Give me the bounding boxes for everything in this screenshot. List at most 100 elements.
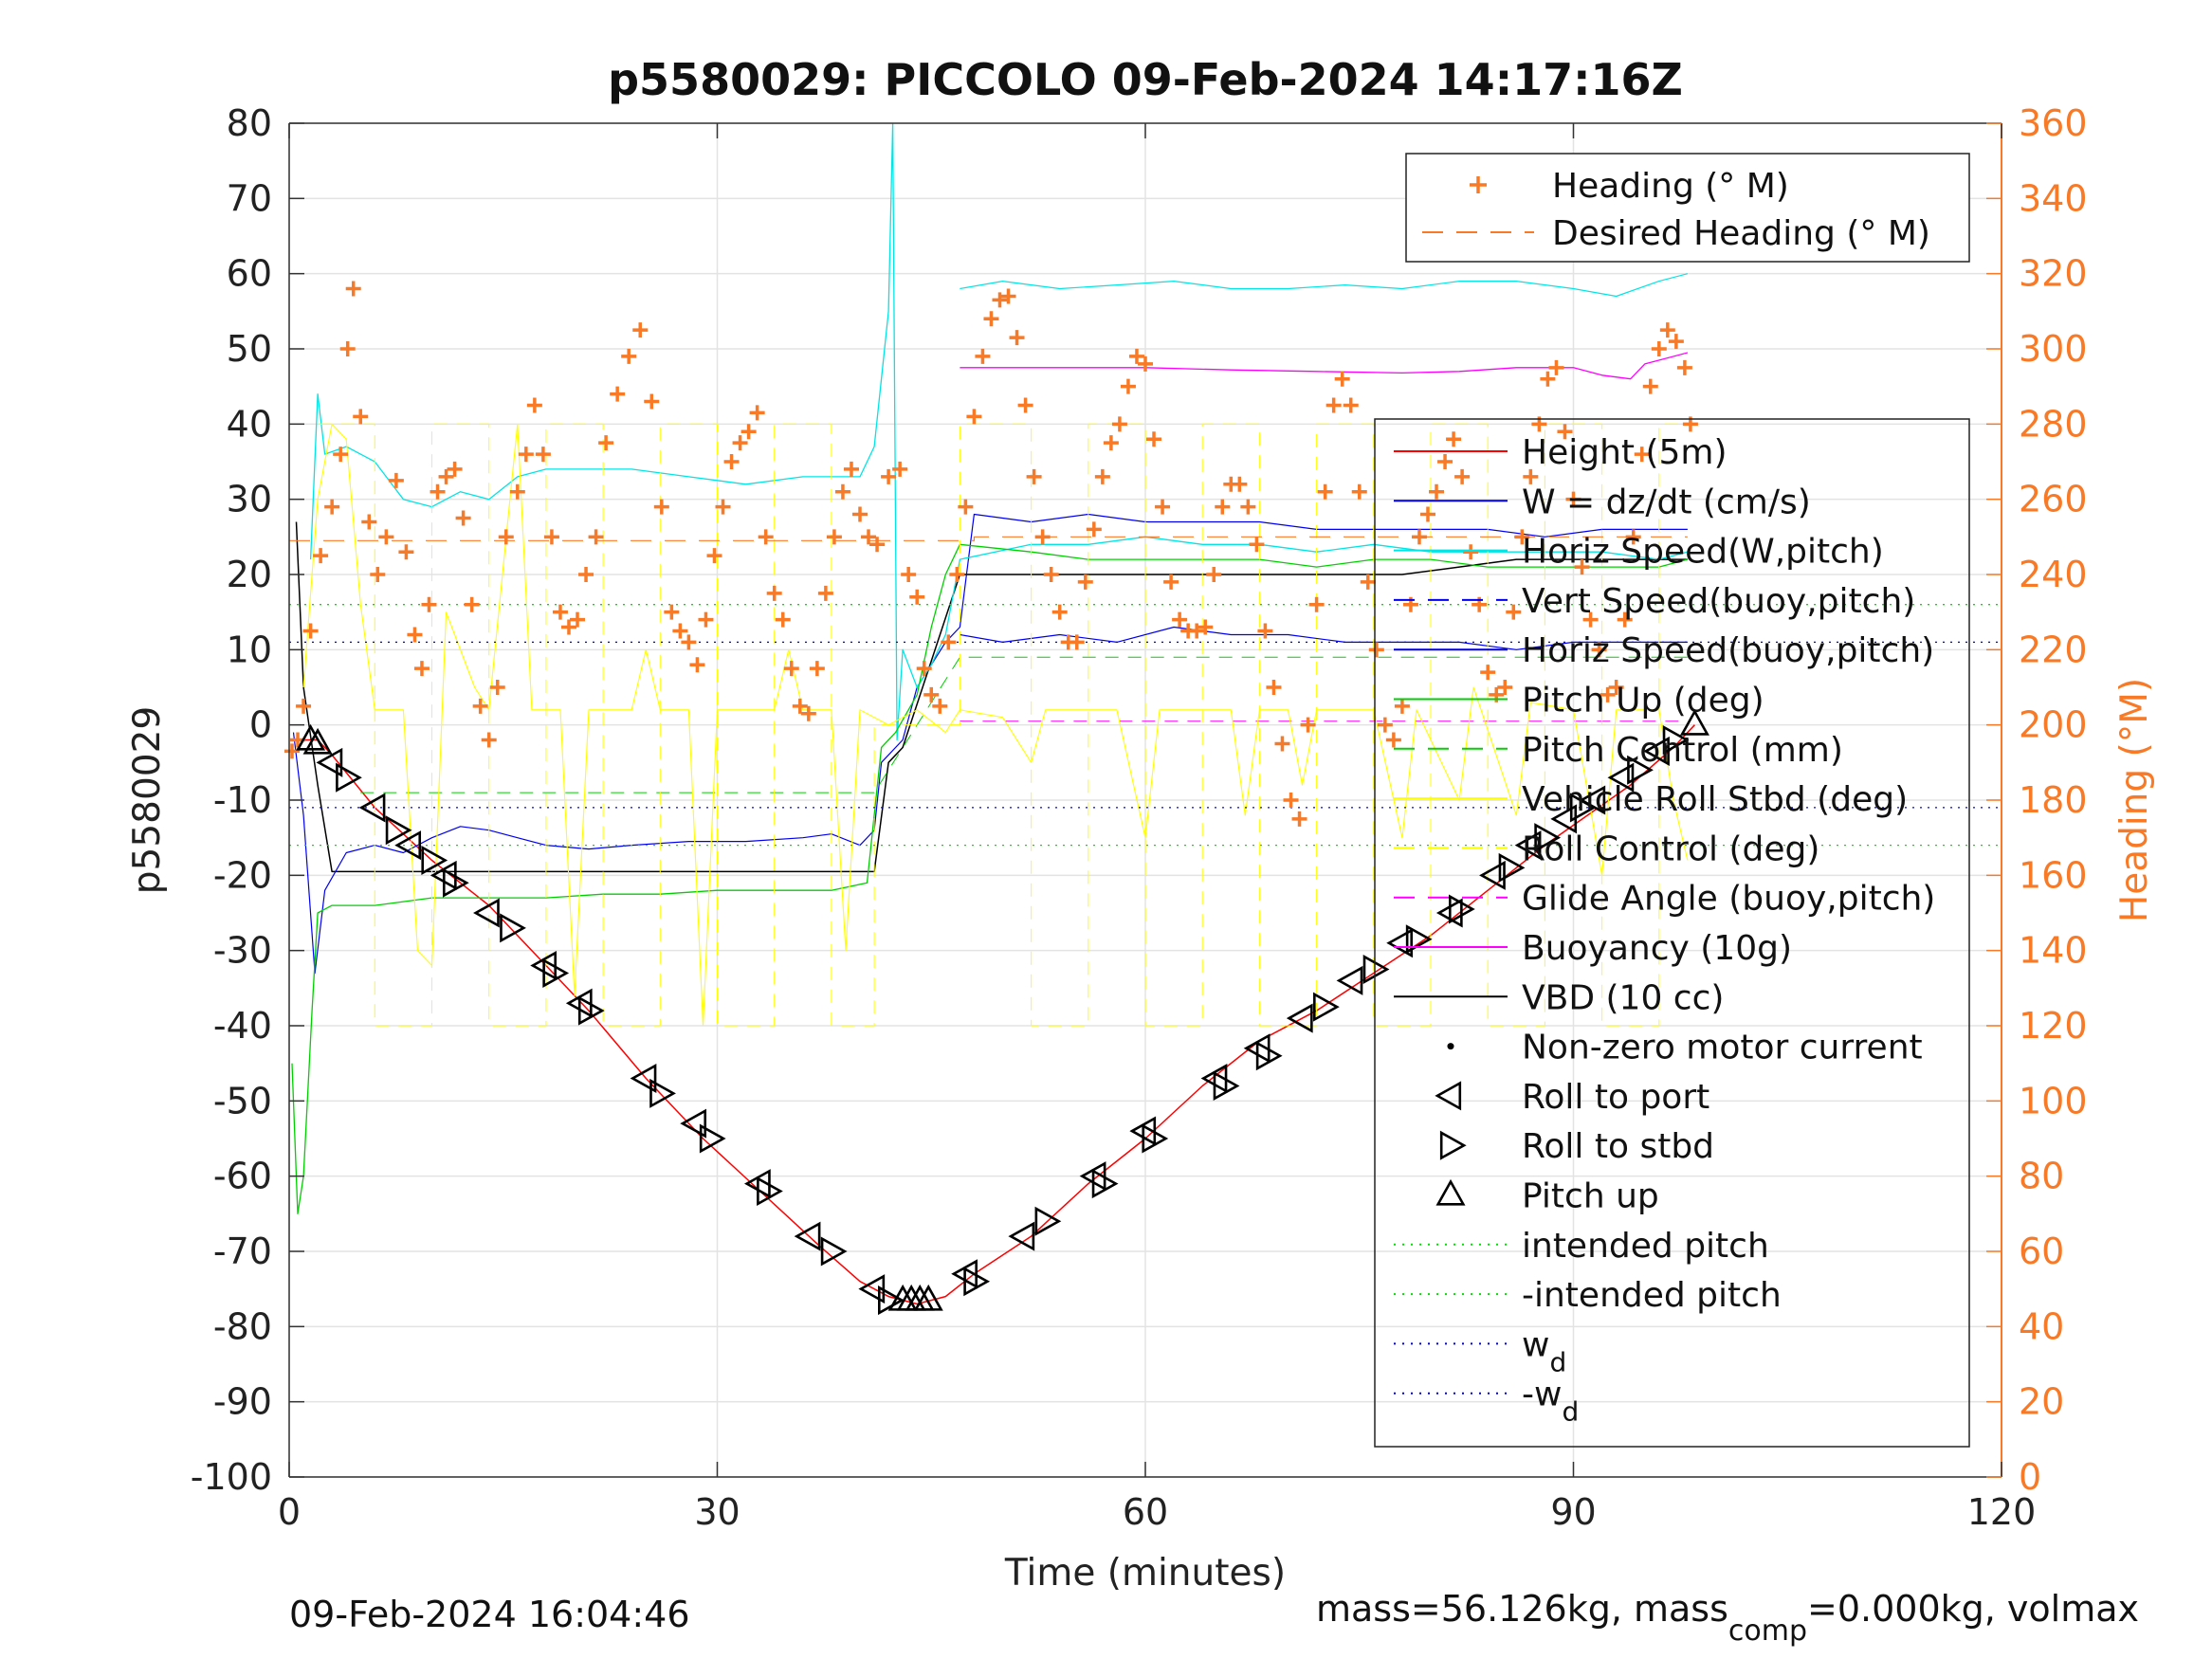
marker-roll-stbd [500,913,526,943]
y-axis-label: p5580029 [126,706,169,894]
y-tick-label: -30 [213,930,272,972]
heading-point [1351,483,1367,500]
x-tick-label: 90 [1550,1491,1596,1533]
heading-point [1094,468,1110,484]
legend-swatch [1435,1178,1466,1206]
marker-roll-port [316,747,343,777]
marker-roll-stbd [385,815,412,846]
heading-point [1574,559,1590,575]
heading-point [1600,686,1616,702]
marker-roll-port [1008,1221,1035,1251]
y2-tick-label: 280 [2019,403,2088,445]
marker-roll-port [1607,762,1635,793]
heading-point [1026,468,1042,484]
footer-timestamp: 09-Feb-2024 16:04:46 [289,1594,690,1635]
y-tick-label: -90 [213,1381,272,1423]
marker-roll-port [680,1108,707,1139]
legend-label: Height (5m) [1522,433,1728,472]
heading-point [966,409,982,425]
heading-point [1283,793,1299,808]
series-vbd-10-cc [295,521,1688,873]
marker-roll-stbd [542,957,570,988]
legend-label: W = dz/dt (cm/s) [1522,483,1811,521]
legend-label: Roll to stbd [1522,1127,1714,1166]
legend-label: Buoyancy (10g) [1522,929,1792,968]
legend-swatch [1470,176,1487,193]
heading-point [588,529,604,545]
y2-tick-label: 40 [2019,1305,2064,1347]
x-tick-label: 0 [278,1491,301,1533]
heading-point [1394,698,1410,714]
y2-axis-label: Heading (°M) [2113,678,2156,922]
y2-tick-label: 320 [2019,253,2088,295]
legend-label: Desired Heading (° M) [1552,214,1930,253]
marker-pitch-up [302,727,333,755]
heading-point [1308,596,1325,612]
marker-pitch-up [913,1284,943,1311]
heading-point [1009,330,1025,346]
heading-point [1274,736,1290,752]
footer-mass-sub: comp [1728,1614,1807,1648]
heading-point [1111,416,1127,432]
event-markers [296,709,1709,1316]
heading-point [353,409,369,425]
heading-point [783,661,799,677]
heading-point [775,611,791,628]
heading-point [1360,574,1376,590]
heading-point [1300,717,1316,733]
x-tick-label: 60 [1123,1491,1168,1533]
heading-point [1291,811,1307,827]
heading-point [610,386,626,402]
marker-roll-stbd [336,762,362,793]
y2-tick-label: 340 [2019,177,2088,219]
heading-markers [284,281,1698,827]
heading-point [421,596,437,612]
heading-point [758,529,774,545]
heading-point [552,604,568,620]
heading-point [339,341,356,356]
y2-tick-label: 200 [2019,704,2088,746]
heading-point [1051,604,1068,620]
heading-point [1480,665,1496,681]
heading-point [1557,424,1573,440]
heading-point [430,483,446,500]
legend-label: Pitch Control (mm) [1522,731,1843,770]
heading-point [1642,378,1658,394]
y2-tick-label: 120 [2019,1005,2088,1047]
marker-roll-stbd [442,867,469,898]
marker-roll-stbd [699,1123,726,1154]
heading-point [689,657,705,673]
heading-point [1343,397,1359,413]
heading-point [1617,611,1633,628]
heading-point [1155,499,1171,515]
marker-roll-port [794,1221,821,1251]
y2-tick-label: 180 [2019,779,2088,821]
heading-point [800,705,816,721]
heading-point [852,506,868,522]
heading-point [1172,611,1188,628]
legend-label: Vert Speed(buoy,pitch) [1522,582,1915,621]
heading-point [296,698,312,714]
heading-point [1000,288,1016,304]
y-tick-label: -50 [213,1080,272,1121]
legend-label: Horiz Speed(buoy,pitch) [1522,631,1934,670]
marker-roll-stbd [820,1236,848,1267]
heading-point [489,680,505,695]
heading-point [438,468,454,484]
chart-title: p5580029: PICCOLO 09-Feb-2024 14:17:16Z [608,54,1683,105]
legend-label: Vehicle Roll Stbd (deg) [1522,780,1908,819]
heading-point [766,585,782,601]
heading-point [1506,604,1522,620]
series-roll-control-deg [318,423,1688,1027]
heading-point [1103,435,1119,451]
y-tick-label: -40 [213,1005,272,1047]
heading-point [509,483,525,500]
heading-point [644,393,660,410]
marker-roll-port [630,1064,657,1094]
heading-point [1523,468,1539,484]
heading-point [1240,499,1256,515]
series-pitch-up-deg [291,543,1689,1214]
y2-tick-label: 100 [2019,1080,2088,1121]
heading-point [843,461,859,477]
heading-point [1651,341,1667,356]
